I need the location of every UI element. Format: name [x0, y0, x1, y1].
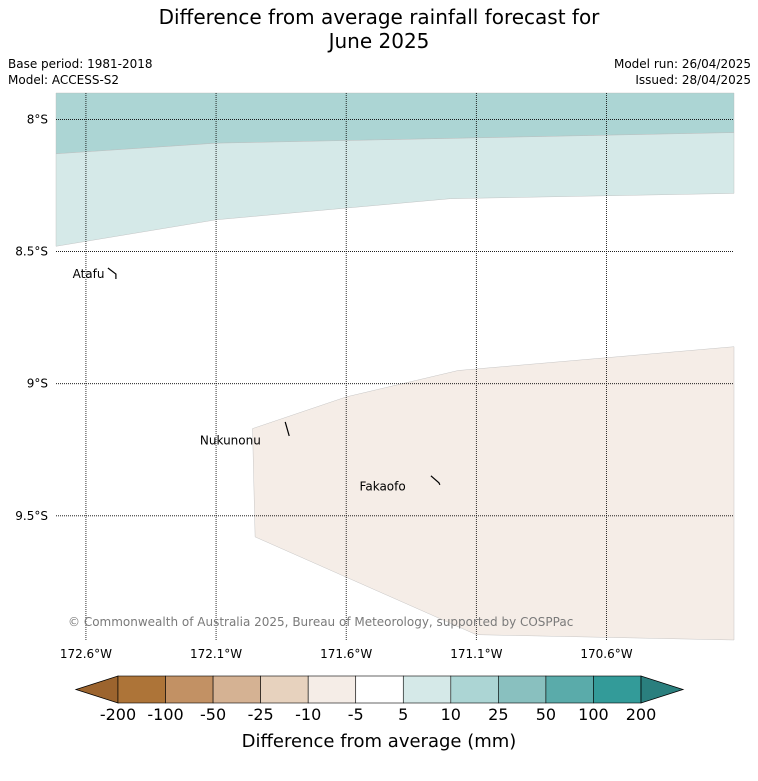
place-label-nukunonu: Nukunonu	[200, 433, 261, 447]
map-area: Atafu Nukunonu Fakaofo © Commonwealth of A…	[55, 92, 735, 641]
graticule	[56, 93, 734, 640]
map-title: Difference from average rainfall forecas…	[0, 5, 758, 53]
colorbar-tick-label: -50	[200, 705, 226, 724]
colorbar-segment	[355, 675, 404, 704]
copyright-text: © Commonwealth of Australia 2025, Bureau…	[68, 615, 573, 629]
colorbar-segment	[307, 675, 357, 704]
island-mark-nukunonu	[284, 421, 290, 437]
colorbar-segment	[593, 675, 642, 704]
place-label-atafu: Atafu	[73, 267, 105, 281]
colorbar-tick-label: -200	[100, 705, 136, 724]
title-line-1: Difference from average rainfall forecas…	[158, 5, 600, 29]
island-mark-atafu	[107, 267, 117, 279]
colorbar-segment	[165, 675, 214, 704]
colorbar-segment	[117, 675, 166, 704]
anomaly-region-3	[252, 346, 735, 641]
title-line-2: June 2025	[328, 29, 430, 53]
colorbar-tick-label: 100	[578, 705, 609, 724]
lon-tick-label: 172.6°W	[60, 647, 112, 661]
colorbar-tick-label: -25	[248, 705, 274, 724]
base-period: Base period: 1981-2018	[8, 57, 153, 71]
colorbar-segment	[402, 675, 452, 704]
colorbar-segment	[545, 675, 594, 704]
lon-tick-label: 171.6°W	[320, 647, 372, 661]
lat-tick-label: 9°S	[27, 377, 48, 391]
colorbar-tick-label: -10	[295, 705, 321, 724]
island-mark-fakaofo	[430, 475, 441, 486]
colorbar-tick-label: -100	[147, 705, 183, 724]
anomaly-region-2	[55, 132, 735, 247]
lat-tick-label: 8°S	[27, 112, 48, 126]
colorbar-tick-label: 50	[536, 705, 556, 724]
longitude-tick-labels: 172.6°W 172.1°W 171.6°W 171.1°W 170.6°W	[60, 647, 633, 661]
colorbar-over-arrow	[640, 675, 685, 704]
lon-tick-label: 172.1°W	[190, 647, 242, 661]
model-run: Model run: 26/04/2025	[613, 57, 751, 71]
model-name: Model: ACCESS-S2	[8, 73, 120, 87]
colorbar-segment	[450, 675, 499, 704]
lon-tick-label: 170.6°W	[580, 647, 632, 661]
colorbar-tick-label: 25	[488, 705, 508, 724]
colorbar-tick-label: 200	[626, 705, 657, 724]
colorbar-title: Difference from average (mm)	[242, 731, 517, 752]
lat-tick-label: 8.5°S	[15, 245, 48, 259]
issued-date: Issued: 28/04/2025	[635, 73, 751, 87]
latitude-tick-labels: 8°S 8.5°S 9°S 9.5°S	[15, 112, 48, 522]
colorbar-labels: -200 -100 -50 -25 -10 -5 5 10 25 50 100 200	[100, 705, 656, 724]
lat-tick-label: 9.5°S	[15, 509, 48, 523]
meta-right: Model run: 26/04/2025 Issued: 28/04/2025	[614, 56, 751, 88]
place-markers: Atafu Nukunonu Fakaofo	[73, 267, 441, 494]
colorbar	[74, 675, 685, 704]
colorbar-segment	[498, 675, 547, 704]
colorbar-under-arrow	[74, 675, 119, 704]
colorbar-segment	[212, 675, 261, 704]
colorbar-segment	[260, 675, 309, 704]
colorbar-tick-label: 10	[441, 705, 461, 724]
colorbar-tick-label: 5	[398, 705, 408, 724]
colorbar-tick-label: -5	[348, 705, 364, 724]
place-label-fakaofo: Fakaofo	[360, 480, 406, 494]
meta-left: Base period: 1981-2018 Model: ACCESS-S2	[8, 56, 153, 88]
anomaly-regions	[55, 92, 735, 641]
lon-tick-label: 171.1°W	[450, 647, 502, 661]
